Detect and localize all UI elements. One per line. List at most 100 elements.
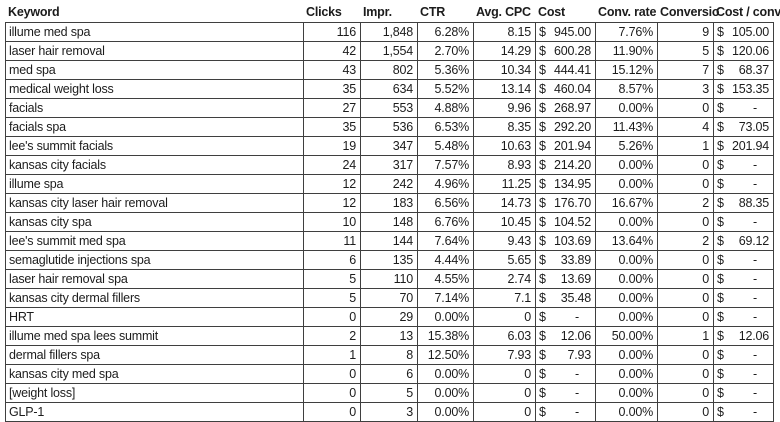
cell-impr[interactable]: 3 bbox=[361, 403, 418, 421]
cell-conv-rate[interactable]: 0.00% bbox=[596, 156, 658, 174]
cell-cost[interactable]: $ - bbox=[536, 365, 596, 383]
cell-impr[interactable]: 242 bbox=[361, 175, 418, 193]
cell-impr[interactable]: 70 bbox=[361, 289, 418, 307]
cell-conversio[interactable]: 0 bbox=[658, 289, 714, 307]
cell-keyword[interactable]: illume spa bbox=[6, 175, 304, 193]
cell-ctr[interactable]: 0.00% bbox=[418, 308, 474, 326]
cell-clicks[interactable]: 6 bbox=[304, 251, 361, 269]
cell-ctr[interactable]: 0.00% bbox=[418, 384, 474, 402]
cell-conversio[interactable]: 7 bbox=[658, 61, 714, 79]
cell-conversio[interactable]: 9 bbox=[658, 23, 714, 41]
column-header-cost-conv[interactable]: Cost / conv. bbox=[716, 5, 780, 19]
cell-avg-cpc[interactable]: 9.43 bbox=[474, 232, 536, 250]
cell-keyword[interactable]: facials bbox=[6, 99, 304, 117]
cell-ctr[interactable]: 0.00% bbox=[418, 365, 474, 383]
cell-clicks[interactable]: 35 bbox=[304, 80, 361, 98]
cell-avg-cpc[interactable]: 2.74 bbox=[474, 270, 536, 288]
cell-clicks[interactable]: 0 bbox=[304, 365, 361, 383]
cell-conv-rate[interactable]: 0.00% bbox=[596, 251, 658, 269]
cell-cost[interactable]: $103.69 bbox=[536, 232, 596, 250]
cell-avg-cpc[interactable]: 0 bbox=[474, 365, 536, 383]
cell-keyword[interactable]: facials spa bbox=[6, 118, 304, 136]
cell-keyword[interactable]: kansas city dermal fillers bbox=[6, 289, 304, 307]
cell-ctr[interactable]: 7.64% bbox=[418, 232, 474, 250]
cell-ctr[interactable]: 2.70% bbox=[418, 42, 474, 60]
cell-conversio[interactable]: 3 bbox=[658, 80, 714, 98]
column-header-conversio[interactable]: Conversio bbox=[660, 5, 720, 19]
cell-ctr[interactable]: 5.48% bbox=[418, 137, 474, 155]
cell-cost[interactable]: $ - bbox=[536, 384, 596, 402]
cell-avg-cpc[interactable]: 11.25 bbox=[474, 175, 536, 193]
cell-cost[interactable]: $201.94 bbox=[536, 137, 596, 155]
cell-avg-cpc[interactable]: 10.34 bbox=[474, 61, 536, 79]
cell-ctr[interactable]: 6.28% bbox=[418, 23, 474, 41]
cell-impr[interactable]: 135 bbox=[361, 251, 418, 269]
column-header-conv-rate[interactable]: Conv. rate bbox=[598, 5, 657, 19]
cell-conv-rate[interactable]: 0.00% bbox=[596, 346, 658, 364]
cell-conversio[interactable]: 0 bbox=[658, 213, 714, 231]
cell-cost-conv[interactable]: $ - bbox=[714, 99, 774, 117]
cell-cost-conv[interactable]: $ - bbox=[714, 308, 774, 326]
column-header-avg-cpc[interactable]: Avg. CPC bbox=[476, 5, 531, 19]
cell-cost-conv[interactable]: $12.06 bbox=[714, 327, 774, 345]
cell-ctr[interactable]: 6.53% bbox=[418, 118, 474, 136]
cell-cost-conv[interactable]: $73.05 bbox=[714, 118, 774, 136]
cell-conversio[interactable]: 0 bbox=[658, 384, 714, 402]
cell-impr[interactable]: 347 bbox=[361, 137, 418, 155]
cell-clicks[interactable]: 42 bbox=[304, 42, 361, 60]
cell-cost[interactable]: $13.69 bbox=[536, 270, 596, 288]
cell-impr[interactable]: 317 bbox=[361, 156, 418, 174]
cell-keyword[interactable]: med spa bbox=[6, 61, 304, 79]
cell-conv-rate[interactable]: 8.57% bbox=[596, 80, 658, 98]
cell-ctr[interactable]: 4.44% bbox=[418, 251, 474, 269]
cell-conversio[interactable]: 0 bbox=[658, 156, 714, 174]
cell-avg-cpc[interactable]: 0 bbox=[474, 308, 536, 326]
cell-keyword[interactable]: kansas city spa bbox=[6, 213, 304, 231]
cell-avg-cpc[interactable]: 8.35 bbox=[474, 118, 536, 136]
cell-clicks[interactable]: 19 bbox=[304, 137, 361, 155]
cell-cost[interactable]: $134.95 bbox=[536, 175, 596, 193]
cell-conv-rate[interactable]: 11.90% bbox=[596, 42, 658, 60]
cell-keyword[interactable]: illume med spa bbox=[6, 23, 304, 41]
cell-conversio[interactable]: 4 bbox=[658, 118, 714, 136]
cell-conversio[interactable]: 0 bbox=[658, 270, 714, 288]
cell-keyword[interactable]: [weight loss] bbox=[6, 384, 304, 402]
cell-cost[interactable]: $12.06 bbox=[536, 327, 596, 345]
cell-keyword[interactable]: dermal fillers spa bbox=[6, 346, 304, 364]
cell-clicks[interactable]: 5 bbox=[304, 270, 361, 288]
cell-conv-rate[interactable]: 5.26% bbox=[596, 137, 658, 155]
column-header-impr[interactable]: Impr. bbox=[363, 5, 392, 19]
cell-ctr[interactable]: 5.52% bbox=[418, 80, 474, 98]
cell-conversio[interactable]: 5 bbox=[658, 42, 714, 60]
cell-impr[interactable]: 1,554 bbox=[361, 42, 418, 60]
cell-cost-conv[interactable]: $ - bbox=[714, 156, 774, 174]
cell-conv-rate[interactable]: 0.00% bbox=[596, 270, 658, 288]
cell-keyword[interactable]: lee's summit med spa bbox=[6, 232, 304, 250]
cell-cost[interactable]: $460.04 bbox=[536, 80, 596, 98]
cell-impr[interactable]: 6 bbox=[361, 365, 418, 383]
column-header-clicks[interactable]: Clicks bbox=[306, 5, 342, 19]
cell-avg-cpc[interactable]: 10.45 bbox=[474, 213, 536, 231]
cell-conv-rate[interactable]: 0.00% bbox=[596, 289, 658, 307]
cell-conv-rate[interactable]: 11.43% bbox=[596, 118, 658, 136]
cell-avg-cpc[interactable]: 14.29 bbox=[474, 42, 536, 60]
cell-keyword[interactable]: illume med spa lees summit bbox=[6, 327, 304, 345]
cell-keyword[interactable]: laser hair removal spa bbox=[6, 270, 304, 288]
cell-impr[interactable]: 553 bbox=[361, 99, 418, 117]
cell-cost-conv[interactable]: $ - bbox=[714, 384, 774, 402]
cell-conv-rate[interactable]: 0.00% bbox=[596, 365, 658, 383]
cell-ctr[interactable]: 12.50% bbox=[418, 346, 474, 364]
cell-conversio[interactable]: 0 bbox=[658, 365, 714, 383]
cell-cost-conv[interactable]: $120.06 bbox=[714, 42, 774, 60]
cell-cost-conv[interactable]: $ - bbox=[714, 346, 774, 364]
cell-conversio[interactable]: 0 bbox=[658, 403, 714, 421]
cell-ctr[interactable]: 6.56% bbox=[418, 194, 474, 212]
cell-impr[interactable]: 13 bbox=[361, 327, 418, 345]
cell-impr[interactable]: 1,848 bbox=[361, 23, 418, 41]
cell-avg-cpc[interactable]: 9.96 bbox=[474, 99, 536, 117]
cell-keyword[interactable]: GLP-1 bbox=[6, 403, 304, 421]
column-header-ctr[interactable]: CTR bbox=[420, 5, 446, 19]
cell-avg-cpc[interactable]: 7.93 bbox=[474, 346, 536, 364]
cell-avg-cpc[interactable]: 8.15 bbox=[474, 23, 536, 41]
cell-conv-rate[interactable]: 0.00% bbox=[596, 175, 658, 193]
